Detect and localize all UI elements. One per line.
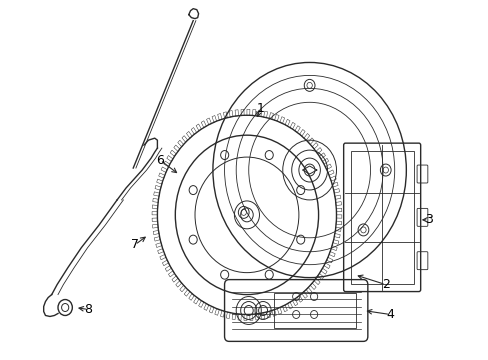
Bar <box>350 151 413 284</box>
Text: 5: 5 <box>487 323 488 336</box>
Text: 8: 8 <box>84 303 92 316</box>
Text: 1: 1 <box>256 102 264 115</box>
Text: 4: 4 <box>386 308 393 321</box>
Text: 2: 2 <box>381 278 389 291</box>
Text: 6: 6 <box>156 154 163 167</box>
Bar <box>273 293 355 328</box>
Text: 3: 3 <box>424 213 432 226</box>
Text: 7: 7 <box>131 238 139 251</box>
